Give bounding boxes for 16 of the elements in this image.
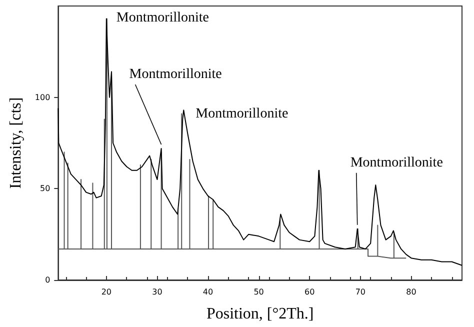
y-tick-label: 50 [40, 184, 50, 194]
x-tick-label: 20 [101, 288, 112, 296]
x-axis-title: Position, [°2Th.] [206, 306, 314, 322]
annotation: Montmorillonite [116, 10, 209, 26]
y-tick-label: 0 [45, 276, 50, 284]
y-tick-label: 100 [34, 92, 50, 102]
annotation: Montmorillonite [196, 106, 288, 122]
y-axis-title: Intensity, [cts] [8, 97, 24, 189]
x-tick-label: 30 [152, 288, 162, 296]
annotation: Montmorillonite [350, 155, 443, 170]
x-tick-label: 50 [254, 288, 264, 296]
x-tick-label: 70 [355, 288, 366, 296]
x-tick-label: 40 [202, 288, 214, 296]
annotation: Montmorillonite [129, 66, 222, 82]
x-tick-label: 80 [406, 288, 416, 296]
x-tick-label: 60 [304, 288, 315, 296]
